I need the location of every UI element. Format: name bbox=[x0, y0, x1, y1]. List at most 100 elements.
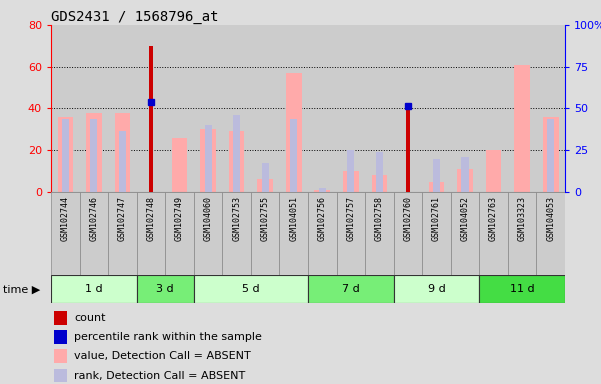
Text: GSM102758: GSM102758 bbox=[375, 196, 384, 241]
Text: GSM102749: GSM102749 bbox=[175, 196, 184, 241]
Bar bbox=[406, 108, 410, 192]
Text: 1 d: 1 d bbox=[85, 284, 103, 294]
Bar bbox=[115, 113, 130, 192]
Text: GSM102757: GSM102757 bbox=[346, 196, 355, 241]
Bar bbox=[51, 25, 79, 192]
Bar bbox=[337, 25, 365, 192]
Bar bbox=[279, 25, 308, 192]
Bar bbox=[257, 179, 273, 192]
Bar bbox=[547, 119, 554, 192]
Bar bbox=[337, 192, 365, 275]
Bar bbox=[251, 192, 279, 275]
Text: GSM102747: GSM102747 bbox=[118, 196, 127, 241]
Text: GSM104060: GSM104060 bbox=[204, 196, 213, 241]
Bar bbox=[108, 192, 136, 275]
Bar bbox=[279, 192, 308, 275]
Bar bbox=[451, 192, 479, 275]
Bar bbox=[308, 25, 337, 192]
Bar bbox=[58, 117, 73, 192]
Text: GDS2431 / 1568796_at: GDS2431 / 1568796_at bbox=[51, 10, 219, 24]
Bar bbox=[251, 25, 279, 192]
Bar bbox=[486, 150, 501, 192]
Text: GSM102756: GSM102756 bbox=[318, 196, 327, 241]
Text: 9 d: 9 d bbox=[427, 284, 445, 294]
Bar bbox=[290, 119, 297, 192]
Text: rank, Detection Call = ABSENT: rank, Detection Call = ABSENT bbox=[74, 371, 245, 381]
Bar bbox=[136, 25, 165, 192]
Bar bbox=[422, 25, 451, 192]
Text: 3 d: 3 d bbox=[156, 284, 174, 294]
Text: GSM102761: GSM102761 bbox=[432, 196, 441, 241]
Bar bbox=[51, 275, 136, 303]
Bar bbox=[165, 25, 194, 192]
Bar bbox=[79, 25, 108, 192]
Bar bbox=[457, 169, 473, 192]
Bar bbox=[479, 275, 565, 303]
Bar bbox=[51, 192, 79, 275]
Bar bbox=[308, 275, 394, 303]
Text: 11 d: 11 d bbox=[510, 284, 534, 294]
Bar bbox=[149, 46, 153, 192]
Bar bbox=[429, 182, 444, 192]
Bar bbox=[433, 159, 440, 192]
Bar bbox=[508, 25, 536, 192]
Bar bbox=[62, 119, 69, 192]
Text: GSM102763: GSM102763 bbox=[489, 196, 498, 241]
Bar bbox=[229, 131, 245, 192]
Bar bbox=[53, 311, 67, 325]
Bar bbox=[543, 117, 558, 192]
Text: 7 d: 7 d bbox=[342, 284, 360, 294]
Bar bbox=[136, 192, 165, 275]
Bar bbox=[90, 119, 97, 192]
Bar bbox=[194, 25, 222, 192]
Bar bbox=[319, 188, 326, 192]
Bar bbox=[222, 192, 251, 275]
Bar bbox=[479, 25, 508, 192]
Bar bbox=[371, 175, 387, 192]
Text: 5 d: 5 d bbox=[242, 284, 260, 294]
Text: GSM102760: GSM102760 bbox=[403, 196, 412, 241]
Bar bbox=[261, 163, 269, 192]
Bar bbox=[108, 25, 136, 192]
Bar bbox=[204, 125, 212, 192]
Bar bbox=[314, 190, 330, 192]
Bar bbox=[365, 192, 394, 275]
Bar bbox=[343, 171, 359, 192]
Bar bbox=[172, 138, 188, 192]
Bar bbox=[376, 152, 383, 192]
Bar bbox=[119, 131, 126, 192]
Bar bbox=[194, 192, 222, 275]
Bar bbox=[514, 65, 530, 192]
Text: GSM104053: GSM104053 bbox=[546, 196, 555, 241]
Bar bbox=[233, 115, 240, 192]
Bar bbox=[79, 192, 108, 275]
Bar bbox=[508, 192, 536, 275]
Bar bbox=[394, 25, 422, 192]
Text: GSM102746: GSM102746 bbox=[90, 196, 99, 241]
Bar bbox=[462, 157, 469, 192]
Bar bbox=[53, 369, 67, 382]
Text: value, Detection Call = ABSENT: value, Detection Call = ABSENT bbox=[74, 351, 251, 361]
Bar bbox=[536, 192, 565, 275]
Bar bbox=[394, 275, 479, 303]
Bar bbox=[365, 25, 394, 192]
Bar bbox=[451, 25, 479, 192]
Bar bbox=[194, 275, 308, 303]
Text: GSM104051: GSM104051 bbox=[289, 196, 298, 241]
Bar bbox=[536, 25, 565, 192]
Text: GSM102748: GSM102748 bbox=[147, 196, 156, 241]
Bar bbox=[286, 73, 302, 192]
Text: percentile rank within the sample: percentile rank within the sample bbox=[74, 332, 262, 342]
Text: GSM102744: GSM102744 bbox=[61, 196, 70, 241]
Bar bbox=[222, 25, 251, 192]
Bar bbox=[200, 129, 216, 192]
Text: GSM103323: GSM103323 bbox=[517, 196, 526, 241]
Text: time ▶: time ▶ bbox=[3, 285, 40, 295]
Bar bbox=[53, 349, 67, 363]
Text: GSM104052: GSM104052 bbox=[460, 196, 469, 241]
Bar bbox=[347, 150, 355, 192]
Bar bbox=[394, 192, 422, 275]
Text: count: count bbox=[74, 313, 106, 323]
Bar bbox=[53, 330, 67, 344]
Bar bbox=[308, 192, 337, 275]
